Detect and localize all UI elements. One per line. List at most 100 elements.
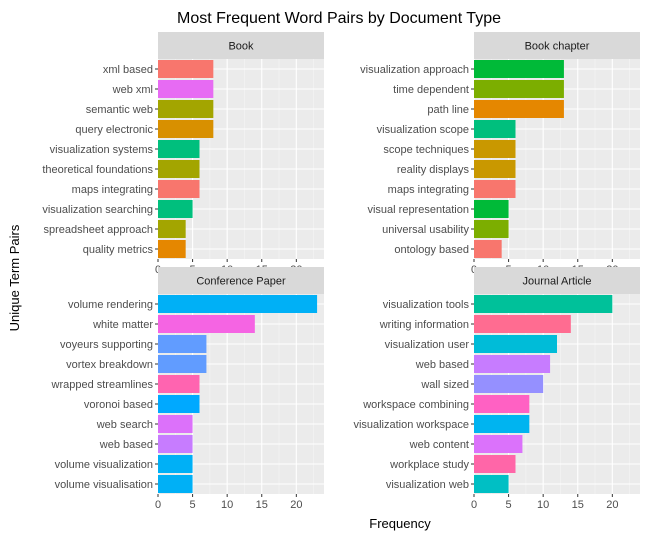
- y-tick-label: visualization scope: [377, 124, 469, 136]
- y-tick-label: universal usability: [382, 224, 469, 236]
- y-tick-label: maps integrating: [72, 184, 153, 196]
- y-tick-label: theoretical foundations: [42, 164, 153, 176]
- x-tick-label: 5: [506, 499, 512, 511]
- x-tick-label: 20: [290, 499, 302, 511]
- y-tick-label: quality metrics: [83, 244, 154, 256]
- bar-writing-information: [474, 315, 571, 333]
- strip-label: Book: [228, 41, 254, 53]
- x-tick-label: 15: [256, 499, 268, 511]
- facet-panels: Book xml based web xml semantic web query el…: [42, 32, 640, 511]
- y-tick-label: maps integrating: [388, 184, 469, 196]
- y-tick-label: workplace study: [389, 459, 469, 471]
- chart-title: Most Frequent Word Pairs by Document Typ…: [177, 10, 501, 27]
- bar-volume-rendering: [158, 295, 318, 313]
- y-tick-label: visual representation: [367, 204, 469, 216]
- bar-web-content: [474, 435, 523, 453]
- strip-journal-article: [474, 267, 640, 294]
- y-tick-label: visualization workspace: [353, 419, 469, 431]
- bar-visualization-workspace: [474, 415, 530, 433]
- bar-path-line: [474, 100, 564, 118]
- y-tick-label: web based: [99, 439, 153, 451]
- x-tick-label: 0: [155, 499, 161, 511]
- bar-vortex-breakdown: [158, 355, 207, 373]
- bar-semantic-web: [158, 100, 214, 118]
- y-tick-label: reality displays: [397, 164, 470, 176]
- strip-label: Conference Paper: [196, 276, 286, 288]
- y-tick-label: web search: [96, 419, 153, 431]
- y-tick-label: volume visualization: [55, 459, 153, 471]
- bar-ontology-based: [474, 240, 502, 258]
- bar-visualization-user: [474, 335, 557, 353]
- bar-query-electronic: [158, 120, 214, 138]
- bar-web-xml: [158, 80, 214, 98]
- y-tick-label: web xml: [112, 84, 153, 96]
- bar-volume-visualisation: [158, 475, 193, 493]
- bar-visualization-scope: [474, 120, 516, 138]
- bar-time-dependent: [474, 80, 564, 98]
- y-tick-label: time dependent: [393, 84, 469, 96]
- panel-journal-article: Journal Article visualization tools writin…: [353, 267, 640, 511]
- x-axis-title: Frequency: [369, 516, 431, 531]
- bar-visualization-searching: [158, 200, 193, 218]
- bar-web-based: [158, 435, 193, 453]
- y-tick-label: volume visualisation: [55, 479, 153, 491]
- bar-voronoi-based: [158, 395, 200, 413]
- panel-book: Book xml based web xml semantic web query el…: [42, 32, 324, 276]
- x-tick-label: 10: [221, 499, 233, 511]
- y-tick-label: visualization tools: [383, 299, 470, 311]
- bar-reality-displays: [474, 160, 516, 178]
- y-tick-label: xml based: [103, 64, 153, 76]
- y-tick-label: wall sized: [420, 379, 469, 391]
- bar-voyeurs-supporting: [158, 335, 207, 353]
- bar-maps-integrating: [474, 180, 516, 198]
- y-tick-label: vortex breakdown: [66, 359, 153, 371]
- y-tick-label: spreadsheet approach: [44, 224, 153, 236]
- bar-wall-sized: [474, 375, 544, 393]
- bar-visualization-systems: [158, 140, 200, 158]
- y-tick-label: visualization user: [385, 339, 470, 351]
- bar-web-search: [158, 415, 193, 433]
- y-tick-label: voronoi based: [84, 399, 153, 411]
- y-tick-label: semantic web: [86, 104, 153, 116]
- y-tick-label: visualization systems: [50, 144, 154, 156]
- bar-scope-techniques: [474, 140, 516, 158]
- bar-workplace-study: [474, 455, 516, 473]
- bar-universal-usability: [474, 220, 509, 238]
- bar-maps-integrating: [158, 180, 200, 198]
- strip-book-chapter: [474, 32, 640, 59]
- bar-wrapped-streamlines: [158, 375, 200, 393]
- strip-book: [158, 32, 324, 59]
- y-tick-label: visualization web: [386, 479, 469, 491]
- y-tick-label: volume rendering: [68, 299, 153, 311]
- y-tick-label: visualization searching: [42, 204, 153, 216]
- y-tick-label: voyeurs supporting: [60, 339, 153, 351]
- panel-conference-paper: Conference Paper volume rendering white ma…: [51, 267, 324, 511]
- bar-visualization-tools: [474, 295, 613, 313]
- strip-conference-paper: [158, 267, 324, 294]
- y-tick-label: workspace combining: [362, 399, 469, 411]
- y-tick-label: visualization approach: [360, 64, 469, 76]
- bar-web-based: [474, 355, 551, 373]
- y-tick-label: wrapped streamlines: [51, 379, 154, 391]
- x-tick-label: 0: [471, 499, 477, 511]
- bar-white-matter: [158, 315, 255, 333]
- y-tick-label: scope techniques: [383, 144, 469, 156]
- bar-workspace-combining: [474, 395, 530, 413]
- bar-theoretical-foundations: [158, 160, 200, 178]
- bar-volume-visualization: [158, 455, 193, 473]
- panel-book-chapter: Book chapter visualization approach time d…: [360, 32, 640, 276]
- strip-label: Journal Article: [522, 276, 591, 288]
- x-tick-label: 10: [537, 499, 549, 511]
- x-tick-label: 5: [190, 499, 196, 511]
- bar-spreadsheet-approach: [158, 220, 186, 238]
- y-tick-label: web based: [415, 359, 469, 371]
- x-tick-label: 15: [572, 499, 584, 511]
- y-tick-label: query electronic: [75, 124, 153, 136]
- bar-xml-based: [158, 60, 214, 78]
- strip-label: Book chapter: [525, 41, 590, 53]
- bar-visualization-approach: [474, 60, 564, 78]
- y-tick-label: path line: [427, 104, 469, 116]
- y-tick-label: white matter: [92, 319, 153, 331]
- x-tick-label: 20: [606, 499, 618, 511]
